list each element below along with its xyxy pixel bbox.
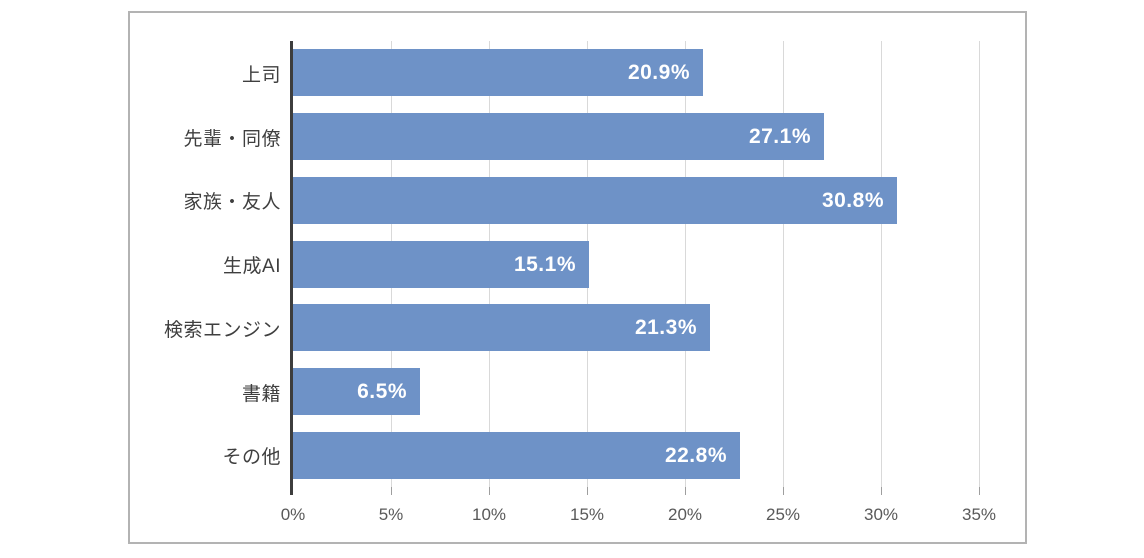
category-label: 書籍 <box>241 383 281 405</box>
bar-4: 21.3% <box>293 304 710 351</box>
x-axis-tick-5% <box>391 487 392 495</box>
x-axis-tick-label: 20% <box>667 505 703 524</box>
gridline-35% <box>979 41 980 487</box>
x-axis-tick-label: 30% <box>863 505 899 524</box>
category-label: 検索エンジン <box>163 319 281 341</box>
x-axis-tick-20% <box>685 487 686 495</box>
category-label: 先輩・同僚 <box>183 128 281 150</box>
bar-3: 15.1% <box>293 241 589 288</box>
chart-frame: 上司 20.9% 先輩・同僚 27.1% 家族・友人 30.8% 生成AI 15.1% 検索エン… <box>128 11 1027 544</box>
category-label: その他 <box>222 446 281 468</box>
x-axis-tick-10% <box>489 487 490 495</box>
x-axis-tick-label: 25% <box>765 505 801 524</box>
x-axis-tick-label: 5% <box>378 505 404 524</box>
x-axis-tick-label: 35% <box>961 505 997 524</box>
category-label: 上司 <box>241 64 281 86</box>
gridline-25% <box>783 41 784 487</box>
bar-2: 30.8% <box>293 177 897 224</box>
category-label: 生成AI <box>223 255 281 277</box>
bar-value-label: 27.1% <box>748 124 811 148</box>
x-axis-tick-25% <box>783 487 784 495</box>
x-axis-tick-label: 10% <box>471 505 507 524</box>
bar-0: 20.9% <box>293 49 703 96</box>
bar-value-label: 6.5% <box>357 379 407 403</box>
bar-5: 6.5% <box>293 368 420 415</box>
gridline-30% <box>881 41 882 487</box>
bar-6: 22.8% <box>293 432 740 479</box>
x-axis-tick-label: 0% <box>280 505 306 524</box>
x-axis-tick-30% <box>881 487 882 495</box>
x-axis-tick-15% <box>587 487 588 495</box>
x-axis-tick-35% <box>979 487 980 495</box>
y-axis-line <box>290 41 293 495</box>
bar-value-label: 15.1% <box>513 252 576 276</box>
gridline-20% <box>685 41 686 487</box>
x-axis-tick-label: 15% <box>569 505 605 524</box>
bar-1: 27.1% <box>293 113 824 160</box>
bar-value-label: 30.8% <box>821 188 884 212</box>
category-label: 家族・友人 <box>183 191 281 213</box>
bar-value-label: 22.8% <box>664 443 727 467</box>
bar-value-label: 21.3% <box>634 315 697 339</box>
bar-value-label: 20.9% <box>627 60 690 84</box>
